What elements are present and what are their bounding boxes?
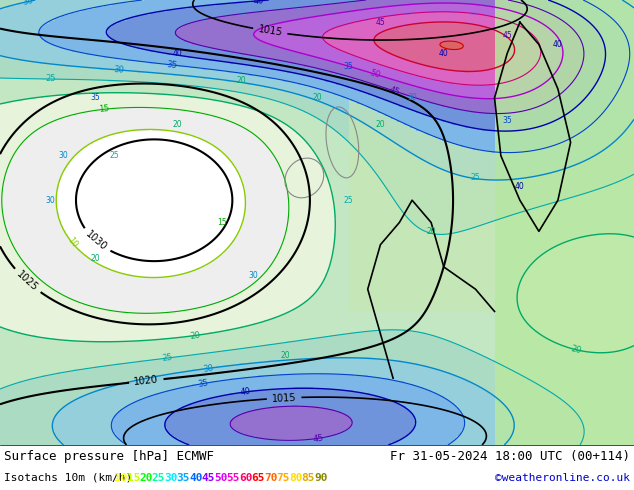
Text: 30: 30 (249, 271, 259, 280)
Text: 25: 25 (162, 353, 173, 363)
Text: Isotachs 10m (km/h): Isotachs 10m (km/h) (4, 473, 133, 483)
Text: 20: 20 (236, 75, 246, 85)
Text: 35: 35 (166, 60, 178, 70)
Text: 40: 40 (253, 0, 264, 6)
Text: 40: 40 (515, 182, 525, 192)
Text: 1015: 1015 (271, 392, 297, 404)
Text: 25: 25 (109, 151, 119, 160)
Text: 70: 70 (264, 473, 278, 483)
Text: 10: 10 (65, 236, 79, 249)
Text: 30: 30 (202, 363, 214, 373)
Text: 30: 30 (58, 151, 68, 160)
Text: 90: 90 (314, 473, 328, 483)
Text: 20: 20 (280, 351, 290, 361)
Text: 25: 25 (344, 196, 354, 205)
Text: 25: 25 (470, 173, 481, 182)
Text: 35: 35 (344, 62, 354, 71)
Text: 20: 20 (375, 120, 385, 129)
Text: 45: 45 (202, 473, 215, 483)
Text: 45: 45 (312, 433, 324, 443)
Text: 85: 85 (302, 473, 315, 483)
Text: 30: 30 (113, 65, 124, 75)
Text: 35: 35 (502, 116, 512, 124)
Text: 45: 45 (388, 85, 401, 97)
Text: 10: 10 (114, 473, 127, 483)
Text: 1030: 1030 (84, 229, 108, 253)
Text: 20: 20 (312, 94, 322, 102)
Text: 20: 20 (139, 473, 153, 483)
Text: 25: 25 (152, 473, 165, 483)
Text: 25: 25 (46, 74, 56, 84)
Text: 80: 80 (289, 473, 302, 483)
Text: 35: 35 (90, 94, 100, 102)
Text: 40: 40 (240, 387, 252, 397)
Text: 55: 55 (226, 473, 240, 483)
Text: 30: 30 (164, 473, 178, 483)
Text: 30: 30 (22, 0, 34, 7)
Text: 15: 15 (127, 473, 140, 483)
Text: 20: 20 (190, 330, 201, 341)
Text: 35: 35 (176, 473, 190, 483)
Text: 50: 50 (214, 473, 228, 483)
Text: 15: 15 (217, 218, 227, 227)
Text: Fr 31-05-2024 18:00 UTC (00+114): Fr 31-05-2024 18:00 UTC (00+114) (390, 450, 630, 464)
Text: 40: 40 (439, 49, 449, 58)
Text: 15: 15 (98, 104, 110, 114)
Text: 20: 20 (570, 344, 582, 355)
Text: 1020: 1020 (134, 375, 159, 387)
Text: 30: 30 (46, 196, 56, 205)
Text: 45: 45 (502, 31, 512, 40)
Text: 40: 40 (189, 473, 202, 483)
Text: 60: 60 (239, 473, 252, 483)
Text: 65: 65 (252, 473, 265, 483)
Text: 20: 20 (426, 227, 436, 236)
Text: 30: 30 (407, 94, 417, 102)
Text: 75: 75 (276, 473, 290, 483)
Text: 1025: 1025 (15, 269, 39, 294)
Text: 20: 20 (172, 120, 183, 129)
Text: 50: 50 (369, 69, 382, 80)
Text: ©weatheronline.co.uk: ©weatheronline.co.uk (495, 473, 630, 483)
Text: 20: 20 (90, 253, 100, 263)
Text: Surface pressure [hPa] ECMWF: Surface pressure [hPa] ECMWF (4, 450, 214, 464)
Text: 40: 40 (553, 40, 563, 49)
Text: 45: 45 (375, 18, 385, 27)
Text: 40: 40 (172, 49, 183, 58)
Text: 35: 35 (198, 378, 210, 389)
Text: 1015: 1015 (257, 24, 283, 38)
